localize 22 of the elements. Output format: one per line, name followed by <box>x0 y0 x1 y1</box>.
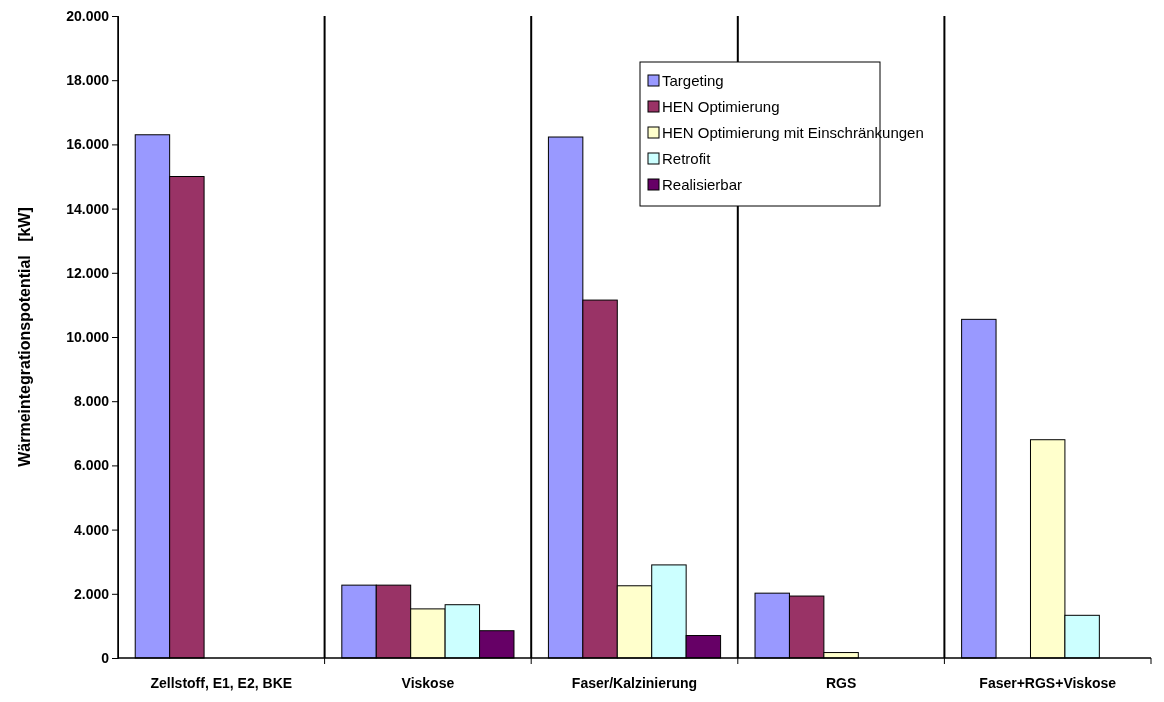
y-axis-title: Wärmeintegrationspotential [kW] <box>16 207 33 467</box>
x-tick-label: Zellstoff, E1, E2, BKE <box>150 675 293 691</box>
legend-label: Retrofit <box>662 150 712 167</box>
x-tick-label: RGS <box>825 675 857 691</box>
y-tick-label: 8.000 <box>73 393 110 410</box>
y-tick-label: 2.000 <box>73 585 110 602</box>
legend-label: HEN Optimierung mit Einschränkungen <box>662 124 924 141</box>
y-tick-label: 0 <box>101 649 110 666</box>
y-tick-label: 4.000 <box>73 521 110 538</box>
y-tick-label: 12.000 <box>66 264 110 281</box>
y-tick-label: 20.000 <box>66 7 110 24</box>
x-tick-label: Faser/Kalzinierung <box>571 675 698 691</box>
legend-label: Targeting <box>662 72 724 89</box>
y-tick-label: 14.000 <box>66 200 110 217</box>
y-tick-label: 18.000 <box>66 72 110 89</box>
y-tick-label: 16.000 <box>66 136 110 153</box>
x-tick-label: Viskose <box>401 675 455 691</box>
legend-label: HEN Optimierung <box>662 98 780 115</box>
x-tick-label: Faser+RGS+Viskose <box>979 675 1117 691</box>
y-tick-label: 10.000 <box>66 328 110 345</box>
legend-label: Realisierbar <box>662 176 743 193</box>
y-tick-label: 6.000 <box>73 457 110 474</box>
